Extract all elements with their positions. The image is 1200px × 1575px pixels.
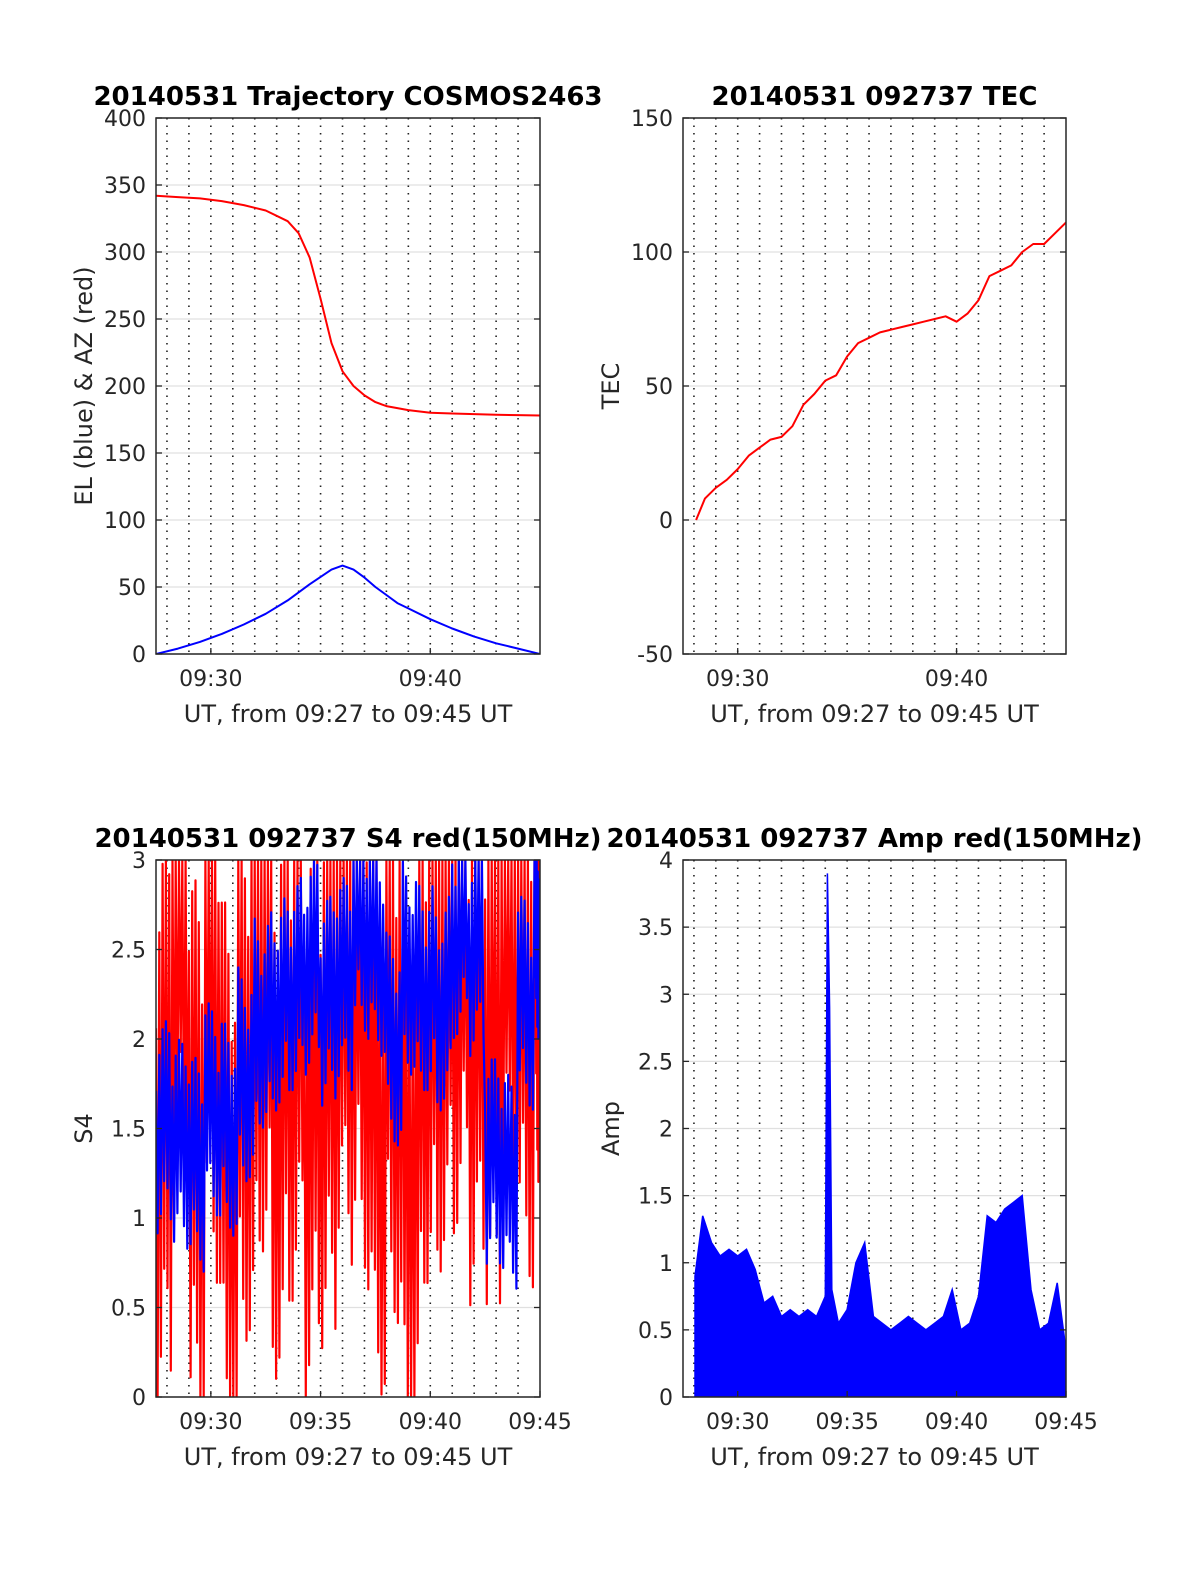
x-tick-label: 09:30 (706, 667, 769, 692)
y-tick-label: 50 (645, 375, 673, 400)
series-1 (156, 194, 540, 417)
y-axis-label: EL (blue) & AZ (red) (70, 266, 98, 505)
y-tick-label: 1.5 (111, 1118, 146, 1143)
y-tick-label: 350 (104, 174, 146, 199)
x-axis-label: UT, from 09:27 to 09:45 UT (184, 700, 513, 728)
x-tick-label: 09:30 (706, 1410, 769, 1435)
y-tick-label: 0.5 (111, 1297, 146, 1322)
y-tick-label: 3 (659, 983, 673, 1008)
chart-title: 20140531 Trajectory COSMOS2463 (93, 82, 602, 112)
y-tick-label: 400 (104, 107, 146, 132)
chart-3: 0 0.5 1 1.5 2 2.5 3 09:30 09:35 09:40 09:45 2014053… (70, 824, 602, 1471)
y-axis-label: TEC (597, 363, 625, 411)
y-tick-label: 300 (104, 241, 146, 266)
x-axis-label: UT, from 09:27 to 09:45 UT (184, 1443, 513, 1471)
x-tick-label: 09:40 (399, 667, 462, 692)
y-tick-label: 4 (659, 849, 673, 874)
y-tick-label: 1 (659, 1252, 673, 1277)
chart-title: 20140531 092737 S4 red(150MHz) (94, 824, 601, 854)
y-tick-label: 0 (659, 1386, 673, 1411)
series-line (156, 860, 540, 1290)
y-tick-label: 2.5 (111, 939, 146, 964)
series-area (694, 873, 1066, 1397)
y-tick-label: 1 (132, 1207, 146, 1232)
series-line (695, 221, 1066, 521)
y-tick-label: 2.5 (638, 1050, 673, 1075)
y-tick-label: 0 (659, 509, 673, 534)
chart-2: -50 0 50 100 150 09:30 09:40 20140531 092737 TE… (597, 82, 1067, 728)
y-tick-label: 100 (631, 241, 673, 266)
series-2 (156, 860, 540, 1290)
y-tick-label: 0 (132, 643, 146, 668)
y-grid (156, 117, 540, 655)
x-tick-label: 09:30 (179, 667, 242, 692)
series-2 (156, 564, 540, 654)
y-grid (683, 117, 1066, 655)
x-axis-label: UT, from 09:27 to 09:45 UT (710, 1443, 1039, 1471)
x-tick-label: 09:40 (925, 667, 988, 692)
y-tick-label: 3.5 (638, 916, 673, 941)
y-axis-label: S4 (70, 1113, 98, 1144)
chart-title: 20140531 092737 TEC (712, 82, 1038, 112)
chart-1: 0 50 100 150 200 250 300 350 400 09:30 09:40 201405… (70, 82, 603, 728)
y-tick-label: 0 (132, 1386, 146, 1411)
series-line (156, 564, 540, 654)
y-tick-label: 200 (104, 375, 146, 400)
x-tick-label: 09:45 (508, 1410, 571, 1435)
x-tick-label: 09:35 (815, 1410, 878, 1435)
y-tick-label: 2 (132, 1028, 146, 1053)
series-1 (695, 221, 1066, 521)
y-tick-label: 250 (104, 308, 146, 333)
y-tick-label: -50 (637, 643, 673, 668)
y-tick-label: 3 (132, 849, 146, 874)
y-axis-label: Amp (597, 1101, 625, 1156)
y-tick-label: 1.5 (638, 1185, 673, 1210)
y-tick-label: 50 (118, 576, 146, 601)
x-axis-label: UT, from 09:27 to 09:45 UT (710, 700, 1039, 728)
y-tick-label: 150 (104, 442, 146, 467)
y-tick-label: 2 (659, 1118, 673, 1143)
chart-title: 20140531 092737 Amp red(150MHz) (606, 824, 1142, 854)
series-1 (694, 873, 1066, 1397)
chart-4: 0 0.5 1 1.5 2 2.5 3 3.5 4 09:30 09:35 09:40 09:45 201… (597, 824, 1143, 1471)
x-tick-label: 09:45 (1034, 1410, 1097, 1435)
y-tick-label: 100 (104, 509, 146, 534)
series-line (156, 194, 540, 417)
x-tick-label: 09:35 (289, 1410, 352, 1435)
x-tick-label: 09:30 (179, 1410, 242, 1435)
y-tick-label: 0.5 (638, 1319, 673, 1344)
y-tick-label: 150 (631, 107, 673, 132)
x-tick-label: 09:40 (399, 1410, 462, 1435)
x-tick-label: 09:40 (925, 1410, 988, 1435)
